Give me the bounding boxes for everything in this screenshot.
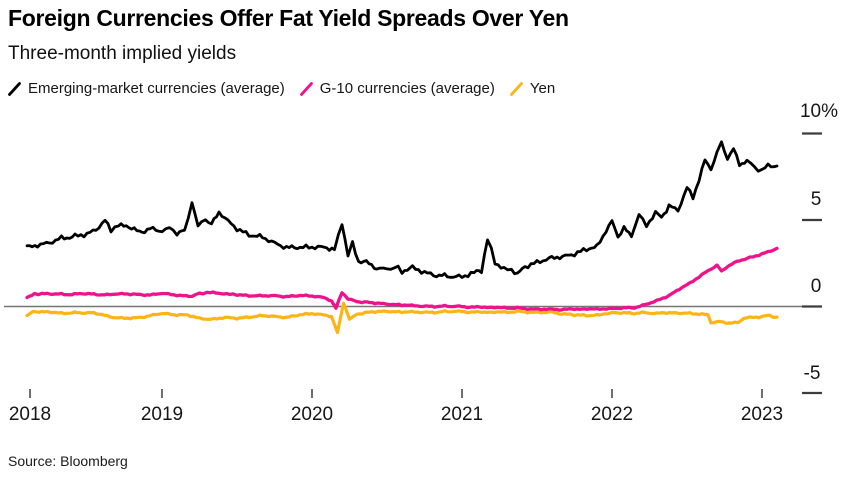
- legend-item-emerging-market: Emerging-market currencies (average): [8, 80, 285, 97]
- chart-subtitle: Three-month implied yields: [8, 43, 237, 64]
- chart-title: Foreign Currencies Offer Fat Yield Sprea…: [8, 5, 569, 31]
- x-axis-label: 2019: [140, 404, 184, 425]
- legend-label: Yen: [529, 80, 556, 97]
- x-axis-label: 2023: [740, 404, 784, 425]
- x-axis-label: 2022: [590, 404, 634, 425]
- legend-label: Emerging-market currencies (average): [28, 80, 285, 97]
- legend-label: G-10 currencies (average): [319, 80, 495, 97]
- y-axis-label: 10%: [799, 101, 839, 122]
- legend-item-yen: Yen: [509, 80, 556, 97]
- x-axis-label: 2018: [8, 404, 52, 425]
- slash-icon: [509, 81, 523, 96]
- x-axis-label: 2021: [440, 404, 484, 425]
- slash-icon: [299, 81, 313, 96]
- x-axis-label: 2020: [290, 404, 334, 425]
- chart-legend: Emerging-market currencies (average) G-1…: [8, 80, 555, 97]
- y-axis-label: 0: [810, 276, 822, 297]
- y-axis-label: -5: [803, 363, 821, 384]
- legend-item-g10: G-10 currencies (average): [299, 80, 495, 97]
- y-axis-label: 5: [810, 189, 822, 210]
- slash-icon: [8, 81, 21, 96]
- source-note: Source: Bloomberg: [8, 453, 128, 469]
